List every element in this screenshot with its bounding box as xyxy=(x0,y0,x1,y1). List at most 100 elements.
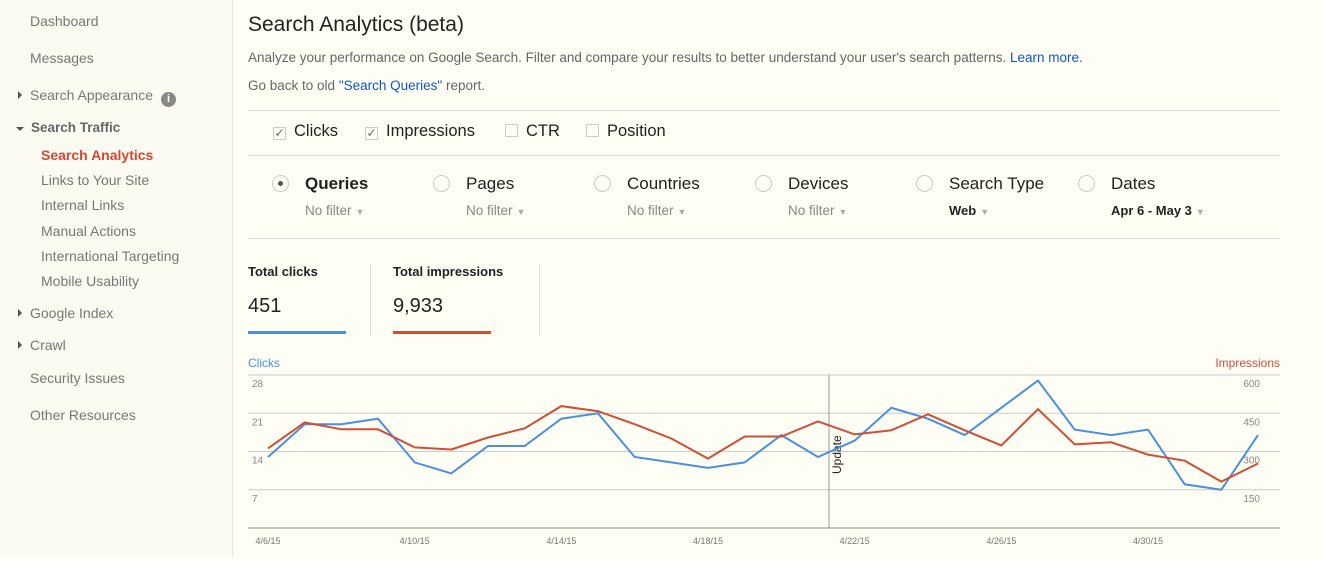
right-tick-label: 300 xyxy=(1243,456,1260,467)
impressions-series-line xyxy=(267,405,1259,483)
countries-filter-dropdown[interactable]: No filter ▼ xyxy=(627,203,686,218)
filter-value: No filter xyxy=(466,203,513,218)
nav-label: Search Appearance xyxy=(30,87,153,103)
filter-value: Apr 6 - May 3 xyxy=(1111,203,1192,218)
divider xyxy=(248,238,1280,239)
radio-icon[interactable] xyxy=(755,175,772,192)
dropdown-caret-icon: ▼ xyxy=(677,207,687,217)
radio-icon[interactable] xyxy=(916,175,933,192)
expand-arrow-icon[interactable] xyxy=(18,309,22,317)
nav-links-to-your-site[interactable]: Links to Your Site xyxy=(41,172,150,188)
dimension-label: Queries xyxy=(305,174,369,193)
radio-selected-icon[interactable] xyxy=(272,175,289,192)
nav-search-traffic[interactable]: Search Traffic xyxy=(31,120,121,135)
x-tick-label: 4/30/15 xyxy=(1133,536,1163,546)
right-axis-title: Impressions xyxy=(1215,356,1280,370)
nav-search-analytics[interactable]: Search Analytics xyxy=(41,147,154,163)
divider xyxy=(370,264,371,336)
dimension-label: Pages xyxy=(466,174,515,193)
nav-search-appearance[interactable]: Search Appearance i xyxy=(30,87,176,107)
divider xyxy=(248,110,1280,111)
filter-value: No filter xyxy=(627,203,674,218)
filter-value: Web xyxy=(949,203,977,218)
nav-dashboard[interactable]: Dashboard xyxy=(30,13,99,29)
metric-label: CTR xyxy=(526,122,560,140)
dropdown-caret-icon: ▼ xyxy=(1195,207,1205,217)
checkbox-unchecked-icon xyxy=(586,124,599,137)
total-impressions-value: 9,933 xyxy=(393,295,444,317)
metric-clicks-checkbox[interactable]: ✓ Clicks xyxy=(273,122,338,141)
checkbox-unchecked-icon xyxy=(505,124,518,137)
dropdown-caret-icon: ▼ xyxy=(516,207,526,217)
dates-dropdown[interactable]: Apr 6 - May 3 ▼ xyxy=(1111,203,1205,218)
devices-filter-dropdown[interactable]: No filter ▼ xyxy=(788,203,847,218)
annotation-label: Update xyxy=(830,435,844,474)
pages-filter-dropdown[interactable]: No filter ▼ xyxy=(466,203,525,218)
total-impressions-label: Total impressions xyxy=(393,264,504,279)
chart-svg: Clicks Impressions 28 600 21 450 14 300 7 150 4/6/… xyxy=(248,356,1280,546)
nav-mobile-usability[interactable]: Mobile Usability xyxy=(41,273,140,289)
dimension-label: Search Type xyxy=(949,174,1045,193)
nav-other-resources[interactable]: Other Resources xyxy=(30,407,136,423)
total-clicks-label: Total clicks xyxy=(248,264,318,279)
x-tick-label: 4/10/15 xyxy=(400,536,430,546)
expand-arrow-icon[interactable] xyxy=(18,91,22,99)
filter-value: No filter xyxy=(305,203,352,218)
nav-crawl[interactable]: Crawl xyxy=(30,337,66,353)
dimension-label: Dates xyxy=(1111,174,1156,193)
old-search-queries-link[interactable]: "Search Queries" xyxy=(338,78,443,93)
x-tick-label: 4/18/15 xyxy=(693,536,723,546)
page-title: Search Analytics (beta) xyxy=(248,13,464,36)
divider xyxy=(248,155,1280,156)
expand-arrow-icon[interactable] xyxy=(18,341,22,349)
x-tick-label: 4/26/15 xyxy=(986,536,1016,546)
dimension-label: Countries xyxy=(627,174,700,193)
total-clicks-value: 451 xyxy=(248,295,282,317)
learn-more-link[interactable]: Learn more. xyxy=(1009,50,1083,65)
old-suffix: report. xyxy=(442,78,485,93)
queries-filter-dropdown[interactable]: No filter ▼ xyxy=(305,203,364,218)
x-tick-label: 4/14/15 xyxy=(546,536,576,546)
impressions-color-bar xyxy=(393,331,491,334)
nav-international-targeting[interactable]: International Targeting xyxy=(41,248,180,264)
nav-google-index[interactable]: Google Index xyxy=(30,305,114,321)
divider xyxy=(539,264,540,336)
checkbox-checked-icon: ✓ xyxy=(365,126,378,140)
sidebar: Dashboard Messages Search Appearance i Se… xyxy=(0,0,233,556)
radio-icon[interactable] xyxy=(594,175,611,192)
left-tick-label: 21 xyxy=(252,417,264,428)
right-tick-label: 450 xyxy=(1243,417,1260,428)
metric-position-checkbox[interactable]: Position xyxy=(586,122,666,141)
radio-icon[interactable] xyxy=(1078,175,1095,192)
checkbox-checked-icon: ✓ xyxy=(273,126,286,140)
nav-messages[interactable]: Messages xyxy=(30,50,94,66)
filter-value: No filter xyxy=(788,203,835,218)
dropdown-caret-icon: ▼ xyxy=(355,207,365,217)
nav-security-issues[interactable]: Security Issues xyxy=(30,370,125,386)
x-tick-label: 4/22/15 xyxy=(840,536,870,546)
metric-label: Clicks xyxy=(294,122,338,140)
dimension-label: Devices xyxy=(788,174,849,193)
total-impressions-card[interactable]: Total impressions 9,933 xyxy=(393,264,503,334)
clicks-color-bar xyxy=(248,331,346,334)
left-tick-label: 7 xyxy=(252,494,258,505)
right-tick-label: 600 xyxy=(1243,379,1260,390)
dropdown-caret-icon: ▼ xyxy=(838,207,848,217)
metric-label: Impressions xyxy=(386,122,475,140)
page-description: Analyze your performance on Google Searc… xyxy=(248,50,1083,65)
dropdown-caret-icon: ▼ xyxy=(980,207,990,217)
x-tick-label: 4/6/15 xyxy=(255,536,280,546)
total-clicks-card[interactable]: Total clicks 451 xyxy=(248,264,346,334)
metric-impressions-checkbox[interactable]: ✓ Impressions xyxy=(365,122,475,141)
collapse-arrow-icon[interactable] xyxy=(16,127,24,131)
old-report-note: Go back to old "Search Queries" report. xyxy=(248,78,485,93)
performance-chart: Clicks Impressions 28 600 21 450 14 300 7 150 4/6/… xyxy=(248,352,1280,561)
info-icon[interactable]: i xyxy=(160,92,176,107)
radio-icon[interactable] xyxy=(433,175,450,192)
left-tick-label: 14 xyxy=(252,456,264,467)
nav-internal-links[interactable]: Internal Links xyxy=(41,197,125,213)
search-type-dropdown[interactable]: Web ▼ xyxy=(949,203,989,218)
nav-manual-actions[interactable]: Manual Actions xyxy=(41,223,136,239)
metric-ctr-checkbox[interactable]: CTR xyxy=(505,122,560,141)
metric-label: Position xyxy=(607,122,666,140)
